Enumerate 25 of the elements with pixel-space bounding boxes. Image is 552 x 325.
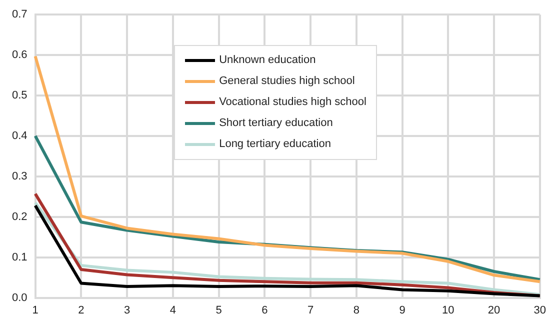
y-tick-label: 0.7: [12, 8, 28, 21]
y-tick-label: 0.4: [12, 130, 28, 142]
x-tick-label: 1: [32, 304, 38, 316]
x-tick-label: 20: [488, 304, 500, 316]
legend-label: General studies high school: [219, 75, 355, 88]
y-tick-label: 0.3: [12, 170, 28, 182]
legend-label: Vocational studies high school: [219, 96, 366, 108]
y-tick-label: 0.6: [12, 49, 28, 62]
x-tick-label: 4: [170, 304, 176, 316]
x-tick-label: 3: [124, 304, 130, 316]
x-tick-label: 9: [399, 304, 406, 316]
x-tick-label: 5: [216, 304, 222, 316]
x-tick-label: 10: [442, 304, 454, 316]
y-tick-label: 0.1: [12, 251, 28, 264]
x-tick-label: 8: [353, 304, 360, 316]
x-tick-label: 7: [307, 304, 314, 316]
x-tick-label: 30: [534, 304, 546, 316]
legend-label: Long tertiary education: [219, 138, 331, 150]
y-tick-label: 0.5: [12, 90, 28, 102]
legend-label: Unknown education: [219, 54, 316, 66]
x-tick-label: 2: [78, 304, 84, 316]
y-tick-label: 0.0: [12, 292, 28, 304]
x-tick-label: 6: [262, 304, 268, 316]
legend-label: Short tertiary education: [219, 117, 333, 130]
y-tick-label: 0.2: [12, 210, 28, 223]
